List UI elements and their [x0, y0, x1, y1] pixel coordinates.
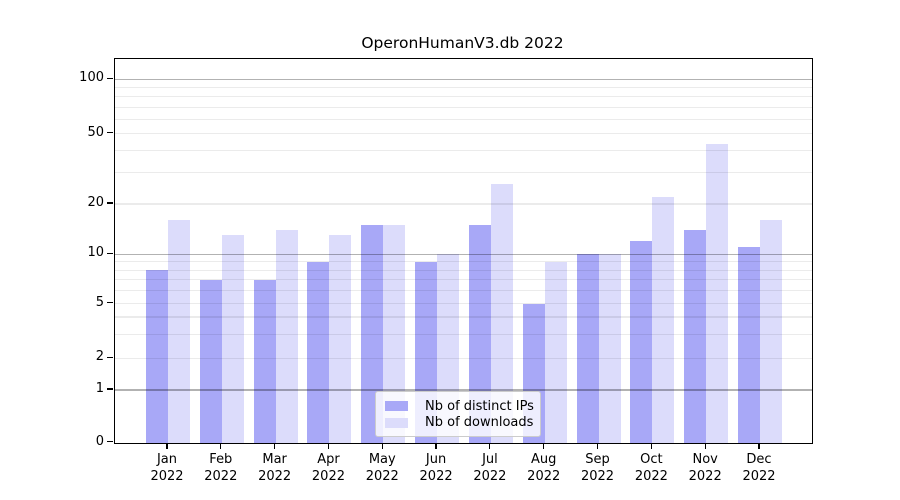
x-tick-mark — [489, 442, 491, 449]
bar-downloads-oct — [652, 196, 675, 443]
bar-downloads-jan — [168, 220, 190, 443]
x-tick-label-nov: Nov 2022 — [688, 451, 722, 484]
x-tick-mark — [704, 442, 706, 449]
minor-gridline-90 — [115, 86, 812, 89]
x-tick-mark — [435, 442, 437, 449]
x-tick-label-jun: Jun 2022 — [419, 451, 453, 484]
y-tick-label-20: 20 — [87, 195, 104, 210]
bar-downloads-mar — [275, 229, 298, 443]
bar-downloads-dec — [760, 220, 782, 443]
bar-distinct-ips-apr — [307, 261, 330, 443]
y-tick-label-5: 5 — [95, 294, 104, 310]
plot-area — [114, 58, 813, 444]
bar-distinct-ips-dec — [738, 247, 760, 443]
legend-entry-downloads: Nb of downloads — [385, 415, 534, 432]
x-tick-label-oct: Oct 2022 — [634, 451, 668, 484]
y-tick-label-10: 10 — [87, 245, 104, 261]
legend-label-distinct-ips: Nb of distinct IPs — [425, 398, 534, 414]
y-tick-mark — [107, 356, 113, 358]
x-tick-label-dec: Dec 2022 — [742, 451, 776, 484]
x-tick-mark — [220, 442, 222, 449]
y-tick-mark — [107, 302, 113, 304]
x-tick-label-mar: Mar 2022 — [258, 451, 292, 484]
x-tick-mark — [596, 442, 599, 449]
minor-gridline-70 — [115, 106, 812, 108]
x-tick-mark — [166, 442, 168, 449]
bar-downloads-jul — [490, 183, 513, 443]
y-tick-label-1: 1 — [95, 381, 104, 396]
legend-entry-distinct-ips: Nb of distinct IPs — [385, 398, 534, 415]
bar-downloads-may — [383, 224, 406, 443]
legend-swatch-downloads — [385, 417, 408, 428]
x-tick-label-feb: Feb 2022 — [204, 451, 238, 484]
x-tick-mark — [327, 442, 330, 449]
y-tick-mark — [107, 77, 113, 79]
x-tick-label-apr: Apr 2022 — [311, 451, 345, 484]
x-tick-label-jan: Jan 2022 — [150, 451, 184, 484]
bar-distinct-ips-oct — [630, 241, 653, 443]
bar-distinct-ips-jan — [146, 270, 168, 443]
bar-downloads-feb — [221, 235, 244, 443]
legend-swatch-distinct-ips — [385, 401, 408, 412]
bar-distinct-ips-jul — [468, 224, 491, 443]
minor-gridline-50 — [115, 133, 812, 135]
legend-label-downloads: Nb of downloads — [425, 415, 534, 431]
bar-distinct-ips-mar — [253, 279, 276, 443]
y-tick-label-0: 0 — [95, 433, 104, 449]
x-tick-mark — [758, 442, 760, 449]
legend: Nb of distinct IPs Nb of downloads — [375, 391, 541, 437]
y-tick-label-50: 50 — [87, 124, 104, 140]
bar-downloads-apr — [329, 235, 352, 443]
x-tick-mark — [543, 442, 545, 449]
x-tick-label-may: May 2022 — [365, 451, 399, 484]
x-tick-label-aug: Aug 2022 — [527, 451, 561, 484]
y-tick-mark — [107, 202, 113, 204]
y-tick-label-2: 2 — [95, 349, 104, 365]
x-tick-mark — [381, 442, 383, 449]
minor-gridline-80 — [115, 96, 812, 98]
major-gridline-100 — [115, 78, 812, 80]
y-tick-mark — [107, 440, 113, 443]
bar-distinct-ips-feb — [199, 279, 222, 443]
chart-title: OperonHumanV3.db 2022 — [361, 34, 564, 52]
bar-downloads-nov — [706, 143, 729, 443]
y-tick-mark — [107, 252, 113, 254]
y-tick-mark — [107, 132, 113, 134]
minor-gridline-60 — [115, 118, 812, 120]
x-tick-label-sep: Sep 2022 — [580, 451, 615, 484]
bar-downloads-aug — [544, 261, 567, 443]
bar-distinct-ips-sep — [576, 254, 599, 443]
x-tick-label-jul: Jul 2022 — [473, 451, 507, 484]
x-tick-mark — [274, 442, 276, 449]
bar-distinct-ips-may — [361, 224, 384, 443]
bar-downloads-sep — [598, 254, 621, 443]
y-tick-label-100: 100 — [79, 70, 104, 86]
bar-distinct-ips-nov — [684, 229, 707, 443]
y-tick-mark — [107, 388, 113, 390]
x-tick-mark — [650, 442, 652, 449]
